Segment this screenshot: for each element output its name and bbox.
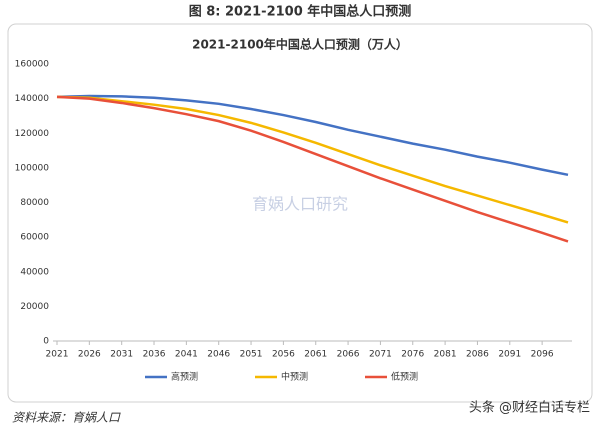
legend-label: 中预测 — [281, 371, 308, 383]
line — [56, 95, 569, 243]
x-tick-label: 2056 — [272, 350, 295, 360]
y-tick-label: 80000 — [20, 198, 49, 208]
y-tick-label: 20000 — [20, 302, 49, 312]
y-tick-label: 0 — [43, 337, 49, 347]
chart-title: 2021-2100年中国总人口预测（万人） — [192, 37, 408, 52]
x-tick-label: 2026 — [78, 350, 101, 360]
figure-title: 图 8: 2021-2100 年中国总人口预测 — [189, 4, 412, 20]
x-tick-label: 2081 — [434, 350, 457, 360]
source: 资料来源：育娲人口 — [12, 411, 121, 425]
x-tick-label: 2061 — [304, 350, 327, 360]
y-tick-label: 160000 — [15, 60, 50, 70]
credit: 头条 @财经白话专栏 — [469, 400, 590, 416]
line — [56, 94, 569, 177]
y-tick-label: 120000 — [15, 129, 50, 139]
x-tick-label: 2041 — [175, 350, 198, 360]
x-tick-label: 2066 — [337, 350, 360, 360]
x-tick-label: 2096 — [531, 350, 554, 360]
x-tick-label: 2071 — [369, 350, 392, 360]
x-tick-label: 2021 — [46, 350, 69, 360]
x-tick-label: 2031 — [110, 350, 133, 360]
y-tick-label: 60000 — [20, 233, 49, 243]
x-tick-label: 2076 — [401, 350, 424, 360]
x-tick-label: 2046 — [207, 350, 230, 360]
watermark: 育娲人口研究 — [252, 195, 348, 214]
legend-label: 低预测 — [391, 371, 418, 383]
legend-label: 高预测 — [171, 371, 198, 383]
x-tick-label: 2051 — [240, 350, 263, 360]
y-tick-label: 100000 — [15, 163, 50, 173]
x-tick-label: 2086 — [466, 350, 489, 360]
x-tick-label: 2091 — [498, 350, 521, 360]
chart-frame — [7, 23, 593, 403]
x-tick-label: 2036 — [143, 350, 166, 360]
y-tick-label: 40000 — [20, 267, 49, 277]
y-tick-label: 140000 — [15, 94, 50, 104]
line — [56, 95, 569, 224]
